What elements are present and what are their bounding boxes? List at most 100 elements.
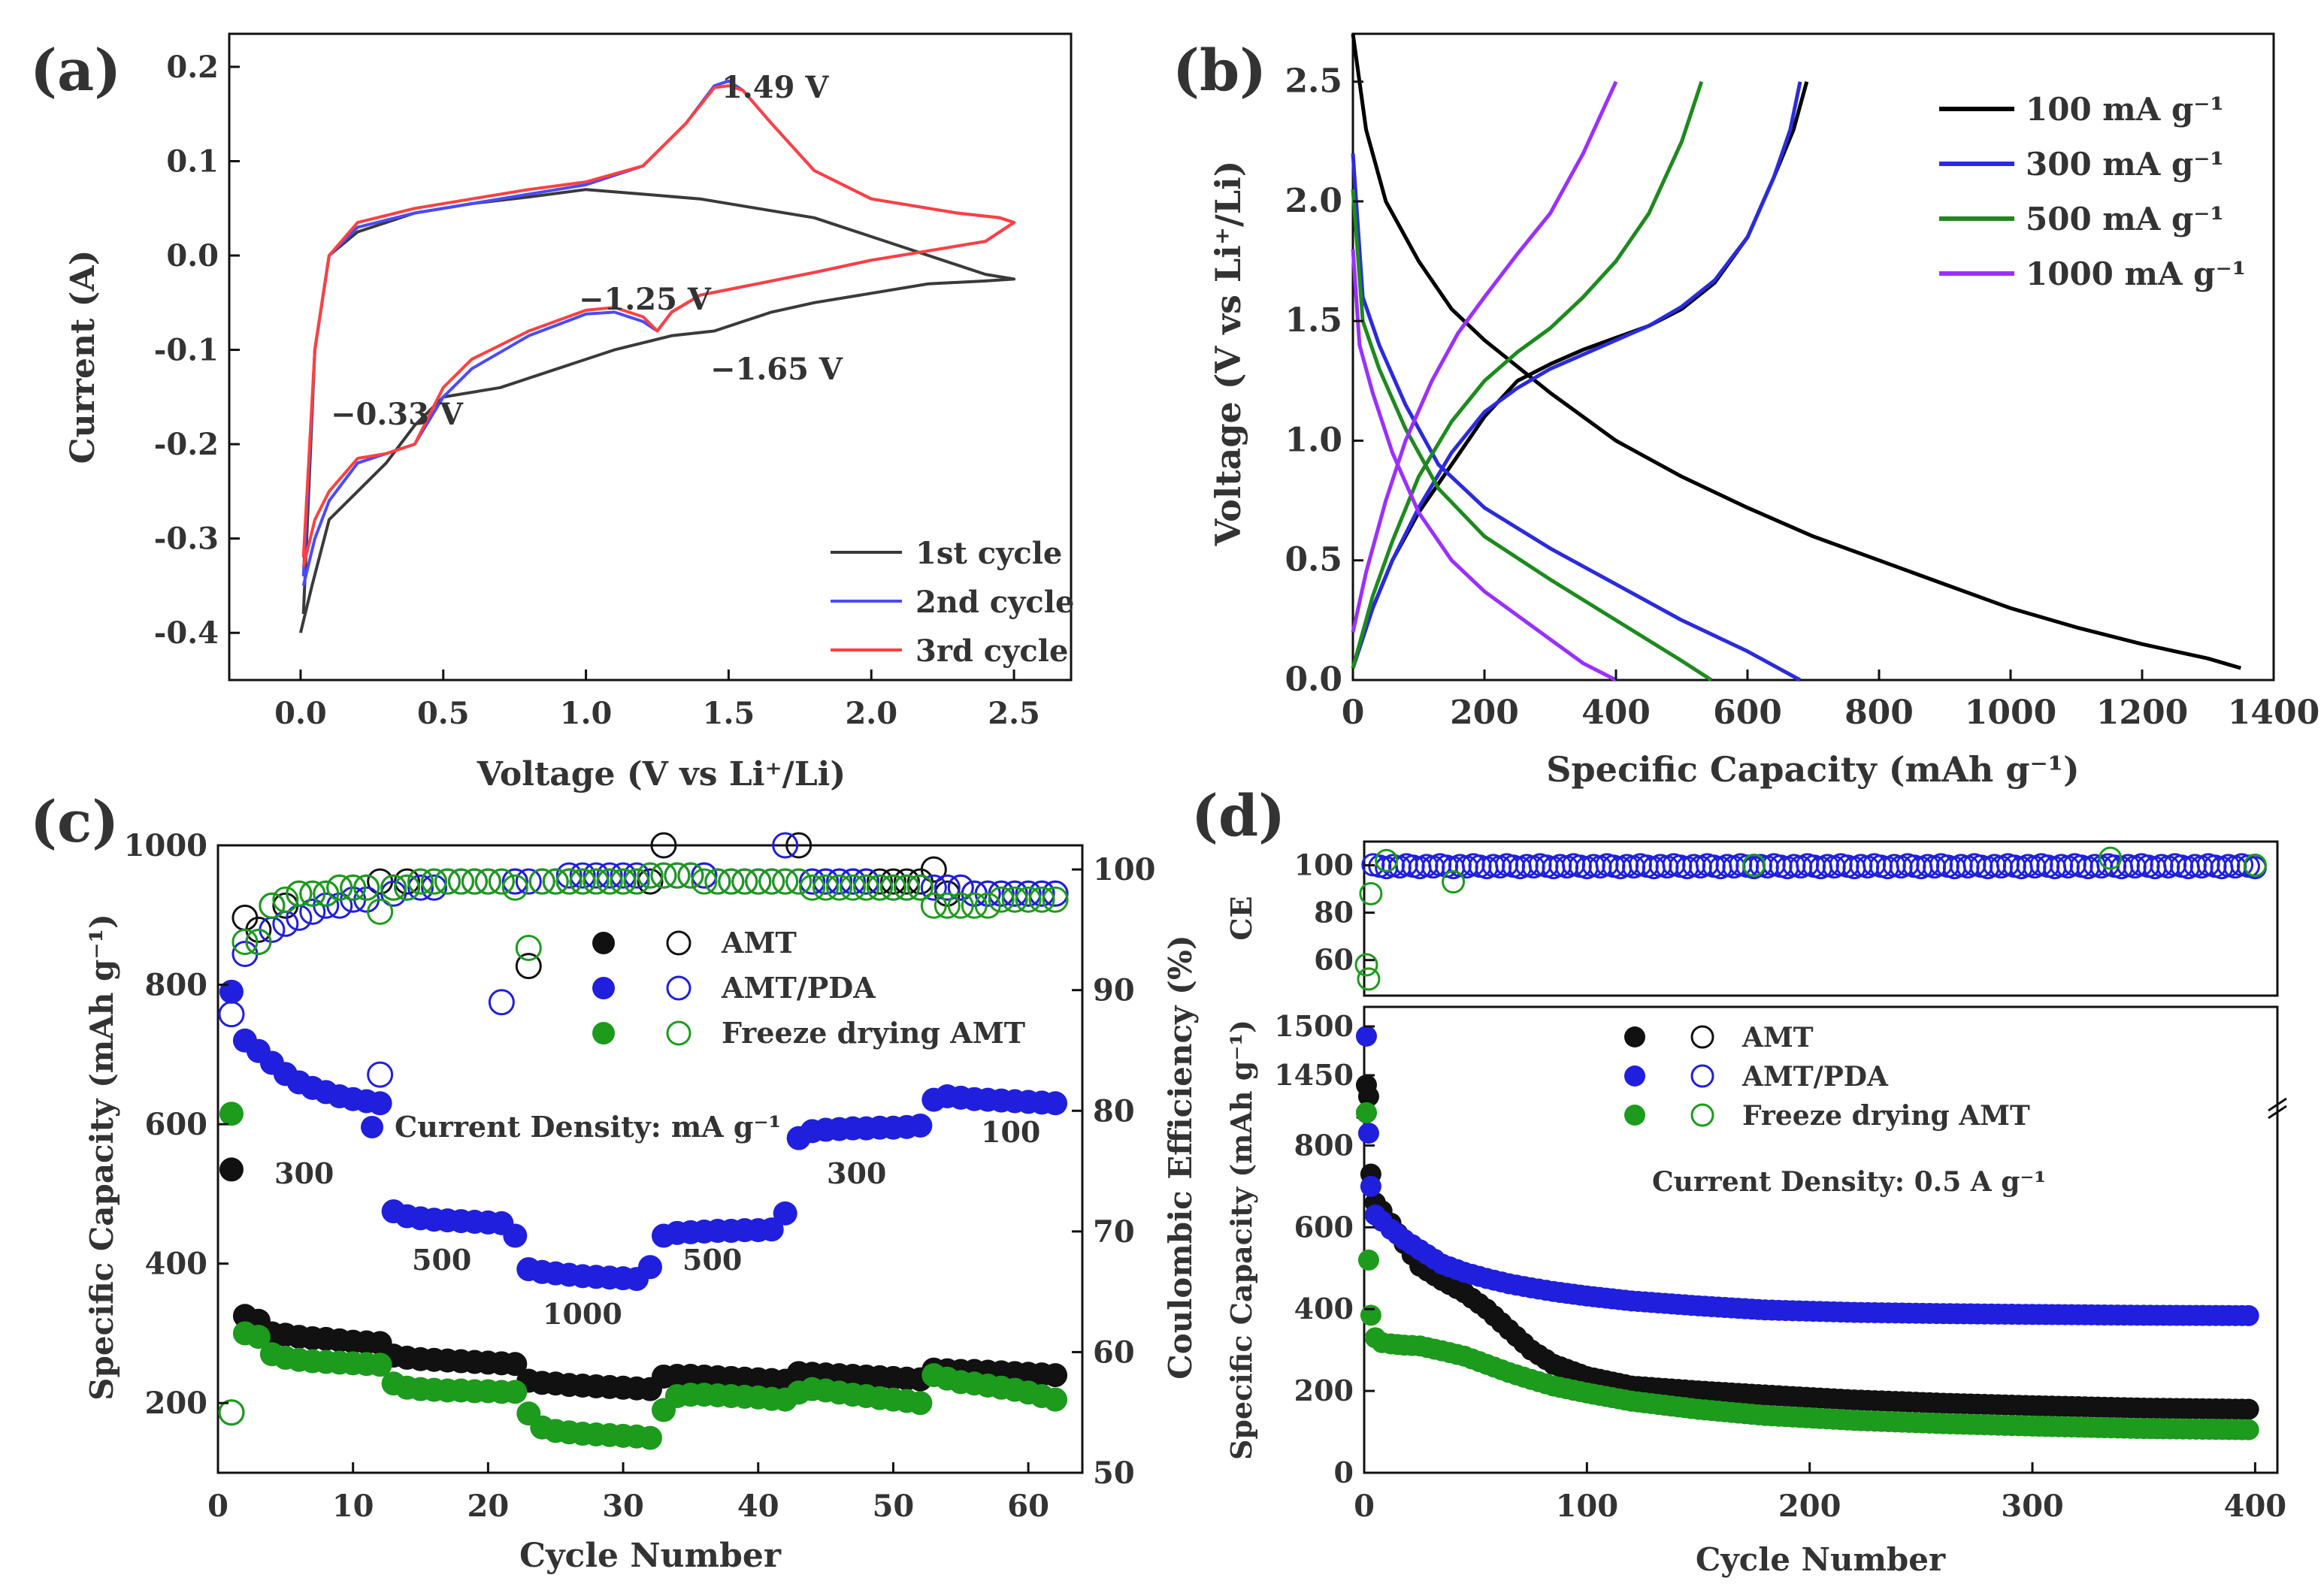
rate-label-1000: 1000: [543, 1297, 622, 1331]
ce-point-Freeze drying AMT: [610, 868, 637, 895]
panel-c-ytick-label: 800: [145, 968, 208, 1003]
capacity-point-AMT/PDA: [1360, 1175, 1381, 1197]
ce-point-AMT/PDA: [691, 862, 718, 889]
legend-open-fd: [666, 1020, 691, 1046]
ce-point-Freeze drying AMT: [650, 862, 677, 889]
ce-point-Freeze drying AMT: [840, 874, 867, 901]
rate-label-300a: 300: [274, 1156, 334, 1190]
cv-curve-3: [301, 84, 1016, 567]
gcd-curve-6: [1351, 80, 1704, 669]
ce-point-Freeze drying AMT: [637, 862, 664, 889]
panel-a-ytick-label: -0.4: [154, 615, 219, 651]
legend-label-2nd: 2nd cycle: [915, 585, 1074, 620]
ce-point-Freeze drying AMT: [286, 880, 313, 907]
panel-d-ylabel: Specific Capacity (mAh g⁻¹): [1224, 1020, 1258, 1460]
ce-point-Freeze drying AMT: [245, 928, 272, 955]
panel-b-ytick-label: 2.0: [1285, 182, 1342, 220]
panel-c-y2-ytick-label: 100: [1093, 852, 1156, 887]
panel-c-xtick-label: 10: [332, 1489, 374, 1524]
panel-a-ylabel: Current (A): [64, 250, 102, 464]
panel-d-note: Current Density: 0.5 A g⁻¹: [1652, 1166, 2046, 1198]
legend-filled-pda-d: [1624, 1066, 1645, 1087]
ce-point-Freeze drying AMT: [461, 868, 488, 895]
ce-point-Freeze drying AMT: [434, 868, 461, 895]
ce-point-Freeze drying AMT: [961, 892, 988, 919]
ce-point-Freeze drying AMT: [677, 862, 704, 889]
panel-c-y2-ticks: 50 60 70 80 90 100: [1072, 852, 1156, 1491]
panel-d-ytick-label: 400: [1294, 1292, 1354, 1325]
rate-label-300b: 300: [827, 1156, 886, 1190]
ce-point-AMT/PDA: [569, 862, 596, 889]
panel-a-xtick-label: 0.0: [274, 696, 327, 731]
ce-point-Freeze drying AMT: [893, 874, 920, 901]
ce-point-Freeze drying AMT: [501, 874, 528, 901]
panel-d-y-ticks: 0 200 400 600 800 1450 1500: [1274, 1009, 1375, 1489]
ce-point-AMT/PDA: [218, 1001, 245, 1028]
ce-point-Freeze drying AMT: [947, 892, 974, 919]
ce-outlier: [1742, 854, 1766, 878]
panel-c-ytick-label: 400: [145, 1247, 208, 1282]
ce-outlier: [1354, 953, 1378, 977]
ce-point-Freeze drying AMT: [596, 868, 623, 895]
ce-point-Freeze drying AMT: [569, 868, 596, 895]
panel-d-ytick-label: 200: [1294, 1374, 1354, 1407]
ce-point-AMT/PDA: [299, 898, 326, 925]
panel-a-label: (a): [30, 37, 121, 104]
ce-point-Freeze drying AMT: [299, 880, 326, 907]
legend-label-1000: 1000 mA g⁻¹: [2026, 255, 2246, 292]
ce-point-Freeze drying AMT: [745, 868, 772, 895]
panel-b-ytick-label: 2.5: [1285, 62, 1342, 101]
rate-label-500b: 500: [682, 1243, 742, 1277]
ce-point-AMT/PDA: [555, 862, 583, 889]
panel-d-legend: AMT AMT/PDA Freeze drying AMT: [1624, 1022, 2030, 1132]
capacity-point-Freeze drying AMT: [503, 1380, 528, 1404]
ce-outlier: [1357, 967, 1381, 991]
ce-point-Freeze drying AMT: [813, 874, 840, 901]
ce-point-Freeze drying AMT: [934, 892, 961, 919]
panel-a-ytick-label: -0.3: [154, 521, 219, 557]
panel-b-ytick-label: 0.5: [1285, 541, 1342, 579]
panel-d-x-ticks: 0 100 200 300 400: [1354, 1462, 2286, 1524]
ce-point-AMT/PDA: [583, 862, 610, 889]
panel-b-xtick-label: 200: [1450, 694, 1519, 732]
ce-point-Freeze drying AMT: [799, 874, 826, 901]
legend-filled-amt-d: [1624, 1026, 1645, 1047]
ce-point-AMT: [515, 953, 542, 980]
panel-a-ytick-label: -0.1: [154, 333, 219, 368]
panel-b-xtick-label: 1200: [2096, 694, 2188, 732]
panel-d-xtick-label: 0: [1354, 1489, 1375, 1524]
ce-point-Freeze drying AMT: [447, 868, 474, 895]
panel-c-y2-ytick-label: 70: [1093, 1214, 1135, 1250]
panel-d-ytick-label: 1450: [1274, 1058, 1354, 1092]
gcd-curve-3: [1351, 153, 1802, 682]
panel-d-xtick-label: 400: [2224, 1489, 2287, 1524]
panel-c-y-ticks: 200 400 600 800 1000: [124, 828, 228, 1421]
legend-open-amt: [666, 930, 691, 956]
panel-a-xtick-label: 2.5: [988, 696, 1040, 731]
legend-label-pda: AMT/PDA: [721, 971, 876, 1005]
panel-c-note: Current Density: mA g⁻¹: [395, 1110, 781, 1144]
panel-c-ylabel: Specific Capacity (mAh g⁻¹): [83, 914, 120, 1401]
panel-c-xtick-label: 60: [1007, 1489, 1049, 1524]
panel-b-legend: 100 mA g⁻¹ 300 mA g⁻¹ 500 mA g⁻¹ 1000 mA…: [1939, 91, 2246, 292]
ce-point-Freeze drying AMT: [1001, 886, 1028, 913]
ce-point-AMT: [879, 868, 906, 895]
panel-a-ytick-label: -0.2: [154, 427, 219, 462]
panel-b-xlabel: Specific Capacity (mAh g⁻¹): [1546, 749, 2079, 790]
ce-point-AMT/PDA: [772, 832, 799, 859]
ce-point-AMT/PDA: [799, 868, 826, 895]
capacity-point-AMT/PDA: [638, 1255, 662, 1280]
panel-c-ytick-label: 600: [145, 1107, 208, 1142]
panel-b-ytick-label: 1.0: [1285, 421, 1342, 459]
gcd-curve-5: [1351, 189, 1713, 682]
rate-label-100: 100: [981, 1115, 1040, 1149]
capacity-point-AMT: [503, 1352, 528, 1377]
panel-d-xtick-label: 300: [2001, 1489, 2064, 1524]
ce-point-Freeze drying AMT: [866, 874, 893, 901]
panel-a-xtick-label: 1.5: [703, 696, 755, 731]
legend-label-3rd: 3rd cycle: [915, 633, 1068, 669]
panel-a-ytick-label: 0.0: [166, 238, 219, 274]
capacity-point-Freeze drying AMT: [638, 1425, 662, 1450]
capacity-point-Freeze drying AMT: [219, 1102, 244, 1126]
